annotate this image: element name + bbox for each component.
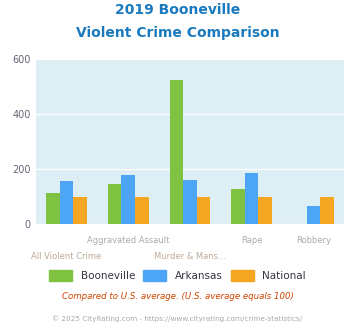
Bar [170, 80, 183, 224]
Text: Violent Crime Comparison: Violent Crime Comparison [76, 26, 279, 40]
Text: Rape: Rape [241, 236, 262, 245]
Bar [135, 197, 148, 224]
Bar [197, 197, 210, 224]
Bar [307, 206, 320, 224]
Bar [183, 180, 197, 224]
Bar [108, 184, 121, 224]
Bar [60, 181, 73, 224]
Legend: Booneville, Arkansas, National: Booneville, Arkansas, National [45, 266, 310, 285]
Bar [258, 197, 272, 224]
Bar [320, 197, 334, 224]
Text: Aggravated Assault: Aggravated Assault [87, 236, 169, 245]
Text: All Violent Crime: All Violent Crime [31, 252, 102, 261]
Bar [245, 173, 258, 224]
Bar [46, 193, 60, 224]
Text: Robbery: Robbery [296, 236, 331, 245]
Text: © 2025 CityRating.com - https://www.cityrating.com/crime-statistics/: © 2025 CityRating.com - https://www.city… [53, 315, 302, 322]
Bar [73, 197, 87, 224]
Text: Compared to U.S. average. (U.S. average equals 100): Compared to U.S. average. (U.S. average … [61, 292, 294, 301]
Bar [121, 175, 135, 224]
Text: 2019 Booneville: 2019 Booneville [115, 3, 240, 17]
Bar [231, 189, 245, 224]
Text: Murder & Mans...: Murder & Mans... [154, 252, 226, 261]
